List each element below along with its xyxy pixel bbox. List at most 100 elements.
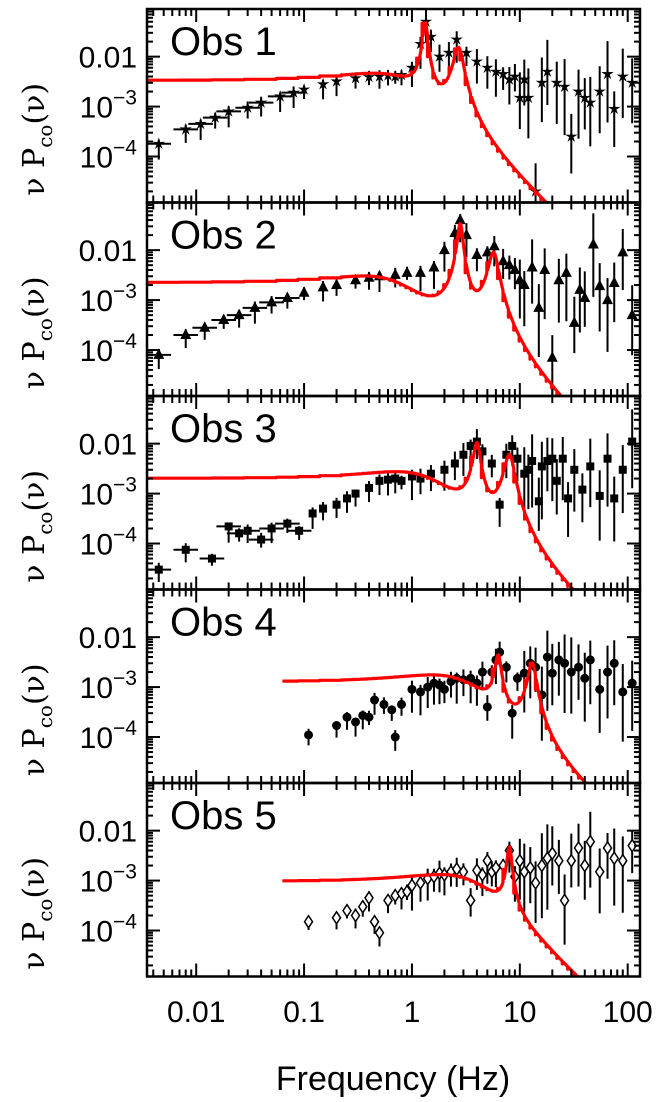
plot-area xyxy=(147,9,639,203)
data-point xyxy=(383,893,393,914)
data-point xyxy=(342,491,351,513)
data-point xyxy=(303,914,314,930)
data-point xyxy=(242,301,268,324)
data-point xyxy=(396,697,406,716)
data-point xyxy=(211,313,237,329)
y-tick-label: 0.01 xyxy=(79,42,137,75)
data-point xyxy=(365,480,374,503)
data-point xyxy=(332,497,341,519)
data-point xyxy=(363,271,375,290)
data-point xyxy=(489,59,503,97)
data-point xyxy=(594,848,605,914)
data-point xyxy=(559,874,570,945)
data-point xyxy=(173,328,199,349)
data-point xyxy=(428,260,440,289)
data-point xyxy=(351,717,361,737)
data-point xyxy=(608,91,621,148)
y-axis-label: ν Pco(ν) xyxy=(17,83,57,196)
panel-3: ν Pco(ν) 0.01 10−3 10−4 Obs 3 xyxy=(17,394,642,591)
x-tick-label: 0.01 xyxy=(167,996,225,1029)
y-tick-label: 10−3 xyxy=(80,474,137,512)
data-point xyxy=(560,253,572,322)
data-point xyxy=(543,437,552,492)
data-point xyxy=(459,442,468,476)
y-tick-label: 0.01 xyxy=(79,622,137,655)
data-point xyxy=(550,61,563,124)
data-point xyxy=(593,66,606,134)
data-point xyxy=(547,643,557,706)
data-point xyxy=(579,271,591,327)
y-tick-label: 0.01 xyxy=(79,816,137,849)
data-point xyxy=(628,409,637,489)
panel-label: Obs 2 xyxy=(170,214,277,258)
data-point xyxy=(522,68,535,139)
data-point xyxy=(519,843,530,912)
data-point xyxy=(595,668,605,733)
panel-5: ν Pco(ν) 0.01 10−3 10−4 Obs 5 xyxy=(17,781,642,978)
data-point xyxy=(317,280,329,302)
data-point xyxy=(574,644,584,700)
panel-label: Obs 1 xyxy=(170,20,277,64)
data-point xyxy=(573,823,584,887)
y-tick-label: 10−3 xyxy=(80,280,137,318)
y-tick-label: 0.01 xyxy=(79,429,137,462)
y-axis-label: ν Pco(ν) xyxy=(17,857,57,970)
plot-area xyxy=(147,213,638,396)
data-point xyxy=(390,730,400,751)
data-point xyxy=(574,267,586,333)
data-point xyxy=(553,258,565,323)
data-point xyxy=(603,645,613,719)
data-point xyxy=(552,459,561,515)
data-point xyxy=(564,482,573,537)
data-point xyxy=(416,468,425,495)
data-point xyxy=(350,273,362,289)
data-point xyxy=(259,295,284,314)
data-point xyxy=(482,851,493,884)
data-point xyxy=(235,101,260,119)
data-point xyxy=(513,72,526,130)
data-point xyxy=(477,867,488,897)
data-point xyxy=(370,692,380,715)
data-point xyxy=(610,476,619,542)
data-point xyxy=(235,524,260,543)
data-point xyxy=(439,680,449,704)
data-point xyxy=(495,497,504,527)
y-tick-label: 10−3 xyxy=(80,861,137,899)
data-point xyxy=(518,59,531,106)
data-point xyxy=(547,826,558,886)
plot-area xyxy=(147,409,637,590)
data-point xyxy=(192,321,218,340)
data-point xyxy=(568,296,580,354)
data-point xyxy=(342,903,352,919)
data-point xyxy=(618,445,627,514)
data-point xyxy=(458,863,469,886)
data-point xyxy=(535,57,548,123)
data-point xyxy=(298,286,310,301)
data-point xyxy=(342,712,352,730)
data-point xyxy=(539,248,551,320)
data-point xyxy=(507,705,517,739)
data-point xyxy=(438,241,450,272)
data-point xyxy=(533,284,545,357)
data-point xyxy=(508,64,522,92)
data-point xyxy=(297,83,311,100)
data-point xyxy=(402,884,412,900)
data-point xyxy=(350,908,361,929)
data-point xyxy=(526,239,538,304)
data-point xyxy=(202,111,228,129)
model-curve xyxy=(282,845,580,977)
x-tick-label: 1 xyxy=(404,996,421,1029)
data-point xyxy=(558,59,571,136)
data-point xyxy=(585,640,595,705)
x-tick-label: 10 xyxy=(503,996,536,1029)
data-point xyxy=(460,46,473,67)
data-point xyxy=(374,925,385,947)
data-point xyxy=(357,899,368,917)
data-point xyxy=(554,641,564,696)
data-point xyxy=(286,526,312,540)
y-axis-label: ν Pco(ν) xyxy=(17,470,57,583)
data-point xyxy=(401,266,413,280)
data-point xyxy=(487,454,496,478)
data-point xyxy=(332,721,342,738)
data-point xyxy=(518,271,530,327)
